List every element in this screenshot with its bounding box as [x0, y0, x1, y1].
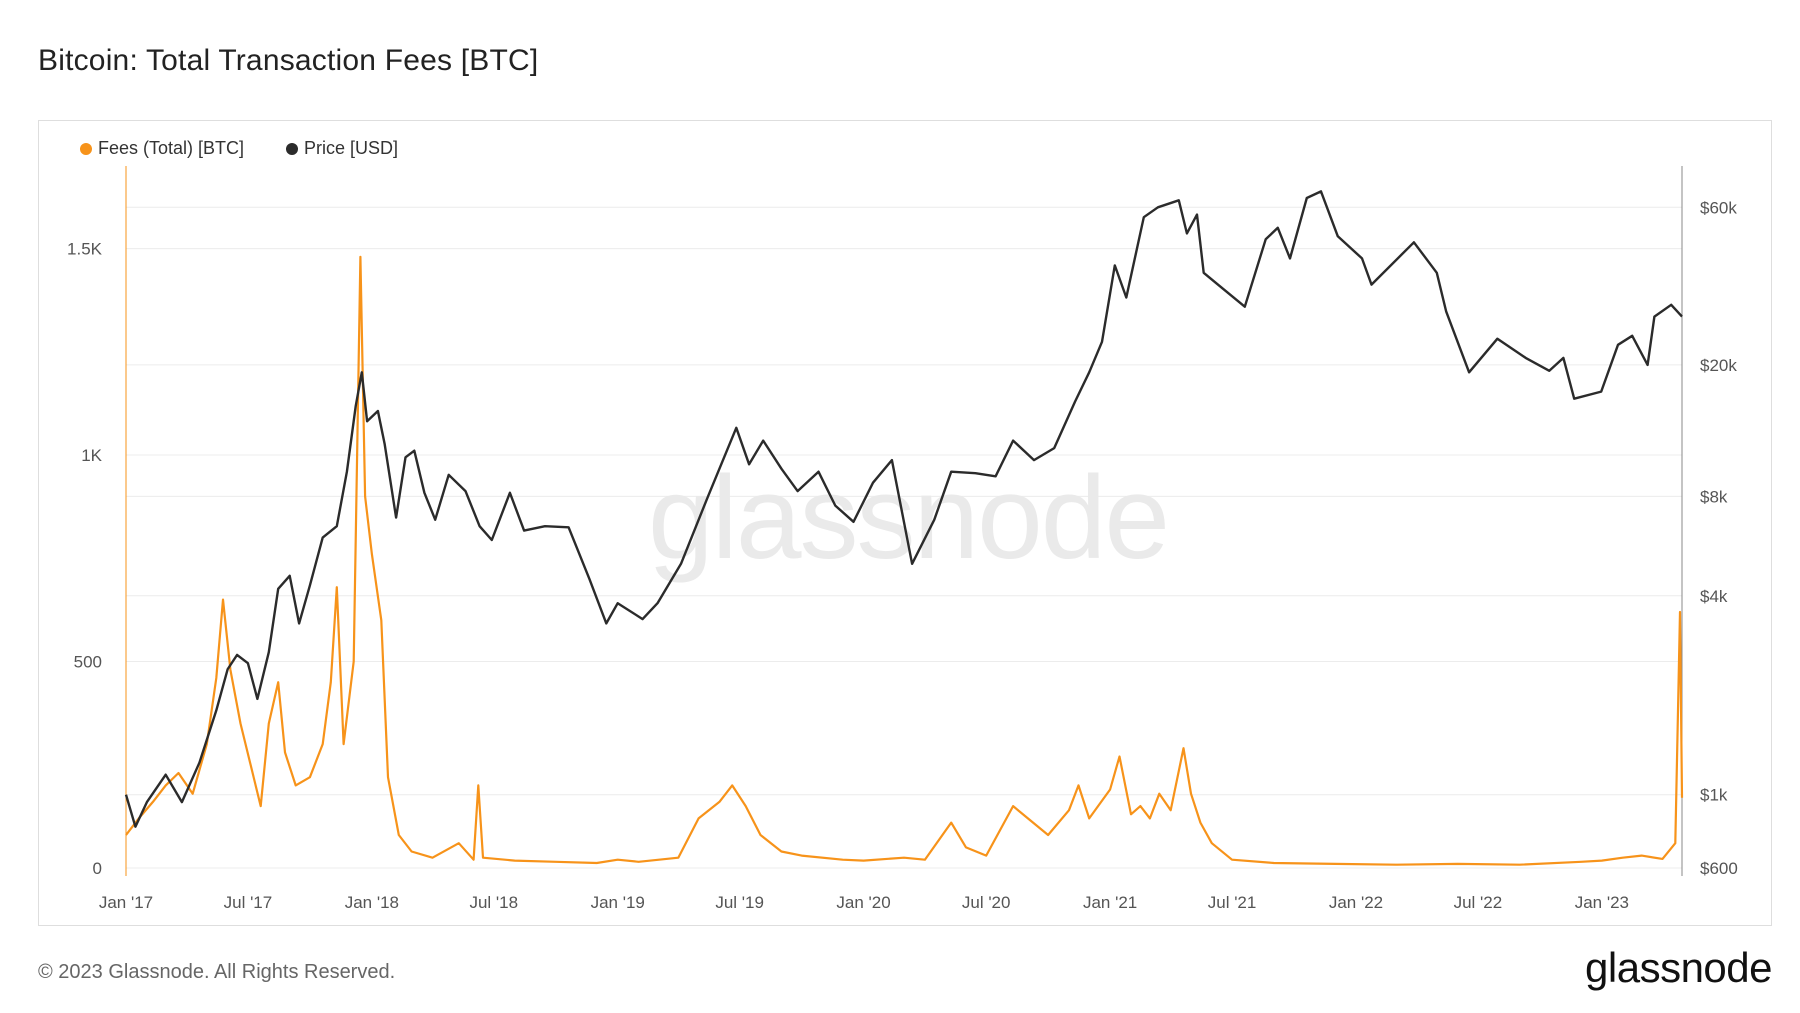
y-right-tick-label: $60k	[1700, 198, 1737, 217]
y-left-tick-label: 1.5K	[67, 240, 103, 259]
chart-legend: Fees (Total) [BTC] Price [USD]	[80, 138, 398, 159]
x-tick-label: Jan '23	[1575, 893, 1629, 912]
x-tick-label: Jul '17	[224, 893, 273, 912]
x-tick-label: Jan '18	[345, 893, 399, 912]
brand-logo[interactable]: glassnode	[1585, 944, 1772, 991]
y-left-tick-label: 0	[93, 859, 102, 878]
series-layer	[124, 190, 1684, 866]
copyright-text: © 2023 Glassnode. All Rights Reserved.	[38, 961, 396, 983]
x-tick-label: Jan '17	[99, 893, 153, 912]
legend-item-fees[interactable]: Fees (Total) [BTC]	[80, 138, 244, 159]
x-tick-label: Jul '22	[1454, 893, 1503, 912]
chart-title: Bitcoin: Total Transaction Fees [BTC]	[38, 44, 539, 77]
legend-price-label: Price [USD]	[304, 138, 399, 158]
x-tick-label: Jan '19	[591, 893, 645, 912]
x-tick-label: Jul '20	[962, 893, 1011, 912]
left-axis-ticks: 0 500 1K 1.5K	[67, 240, 103, 878]
legend-price-dot	[286, 142, 299, 155]
y-right-tick-label: $600	[1700, 859, 1738, 878]
legend-fees-label: Fees (Total) [BTC]	[98, 138, 245, 158]
watermark-text: glassnode	[648, 452, 1168, 584]
x-tick-label: Jan '20	[836, 893, 890, 912]
x-axis-ticks: Jan '17 Jul '17 Jan '18 Jul '18 Jan '19 Jul '…	[99, 893, 1629, 912]
y-left-tick-label: 1K	[81, 446, 102, 465]
x-tick-label: Jul '21	[1208, 893, 1257, 912]
y-left-tick-label: 500	[74, 653, 102, 672]
y-right-tick-label: $20k	[1700, 356, 1737, 375]
x-tick-label: Jul '18	[469, 893, 518, 912]
y-right-tick-label: $1k	[1700, 786, 1728, 805]
legend-item-price[interactable]: Price [USD]	[286, 138, 398, 159]
right-axis-ticks: $600 $1k $4k $8k $20k $60k	[1700, 198, 1738, 878]
price-series-line	[124, 190, 1683, 828]
x-tick-label: Jul '19	[715, 893, 764, 912]
fees-series-line	[125, 255, 1684, 866]
y-right-tick-label: $4k	[1700, 587, 1728, 606]
y-right-tick-label: $8k	[1700, 487, 1728, 506]
gridlines	[126, 206, 1682, 869]
legend-fees-dot	[80, 142, 92, 155]
x-tick-label: Jan '21	[1083, 893, 1137, 912]
x-tick-label: Jan '22	[1329, 893, 1383, 912]
